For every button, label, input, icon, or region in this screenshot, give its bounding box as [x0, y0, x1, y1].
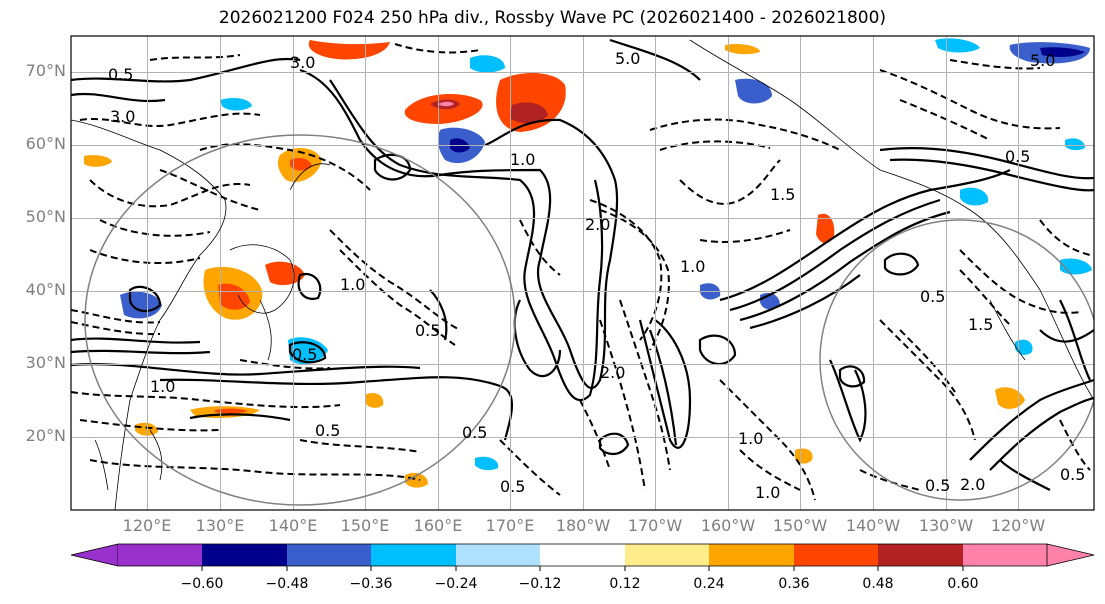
lat-label-20n: 20°N — [25, 426, 66, 445]
contour-label: 2.0 — [585, 215, 610, 234]
colorbar-tick-label: 0.48 — [862, 576, 894, 592]
contour-label: 5.0 — [1030, 51, 1055, 70]
lon-label: 140°W — [845, 516, 901, 535]
lat-label-50n: 50°N — [25, 207, 66, 226]
colorbar-min-arrow — [70, 543, 119, 567]
lon-label: 150°W — [772, 516, 828, 535]
lon-label: 170°W — [627, 516, 683, 535]
lat-label-40n: 40°N — [25, 280, 66, 299]
contour-label: 3.0 — [290, 53, 315, 72]
contour-label: 1.0 — [755, 483, 780, 502]
contour-label: 0.5 — [1060, 465, 1085, 484]
contour-label: 1.5 — [770, 185, 795, 204]
map-title: 2026021200 F024 250 hPa div., Rossby Wav… — [218, 8, 887, 28]
lon-label: 170°E — [485, 516, 535, 535]
colorbar-tick-label: 0.12 — [609, 576, 641, 592]
contour-label: 0.5 — [462, 423, 487, 442]
lon-label: 130°E — [195, 516, 245, 535]
colorbar — [70, 543, 1095, 571]
coastlines — [71, 39, 1094, 510]
contour-label: 0.5 — [415, 321, 440, 340]
lat-label-30n: 30°N — [25, 353, 66, 372]
lon-label: 180°W — [555, 516, 611, 535]
contour-label: 2.0 — [600, 363, 625, 382]
lon-label: 160°E — [413, 516, 463, 535]
contour-label: 1.0 — [680, 257, 705, 276]
contour-label: 1.5 — [968, 315, 993, 334]
contour-label: 0.5 — [292, 345, 317, 364]
lat-label-60n: 60°N — [25, 134, 66, 153]
colorbar-tick-label: −0.60 — [180, 576, 224, 592]
lon-label: 160°W — [700, 516, 756, 535]
contour-label: 0.5 — [920, 287, 945, 306]
colorbar-tick-label: −0.24 — [434, 576, 478, 592]
colorbar-tick-label: 0.60 — [947, 576, 979, 592]
contour-label: 1.0 — [738, 429, 763, 448]
contour-labels: 5.0 5.0 3.0 0.5 1.0 1.5 2.0 0.5 1.0 0.5 … — [108, 49, 1085, 502]
contour-label: 0.5 — [925, 476, 950, 495]
graticule — [71, 36, 1094, 510]
contour-label: 5.0 — [615, 49, 640, 68]
colorbar-tick-label: −0.36 — [349, 576, 393, 592]
map-frame — [70, 35, 1095, 511]
map-content: 5.0 5.0 3.0 0.5 1.0 1.5 2.0 0.5 1.0 0.5 … — [71, 36, 1094, 510]
contour-label: 0.5 — [1005, 147, 1030, 166]
colorbar-tick-label: −0.48 — [265, 576, 309, 592]
lat-label-70n: 70°N — [25, 61, 66, 80]
contour-label: 1.0 — [150, 377, 175, 396]
contour-label: 1.0 — [510, 150, 535, 169]
lon-label: 150°E — [340, 516, 390, 535]
contour-label: 3.0 — [110, 107, 135, 126]
negative-contours — [71, 43, 1091, 501]
colorbar-max-arrow — [1046, 543, 1095, 567]
lon-label: 120°E — [122, 516, 172, 535]
contour-label: 0.5 — [315, 421, 340, 440]
lon-label: 140°E — [268, 516, 318, 535]
contour-label: 1.0 — [340, 275, 365, 294]
colorbar-tick-label: 0.36 — [778, 576, 810, 592]
contour-label: 0.5 — [108, 65, 133, 84]
contour-label: 2.0 — [960, 475, 985, 494]
positive-contours — [71, 38, 1094, 491]
rossby-wave-pc-circles — [84, 134, 1094, 506]
colorbar-tick-label: −0.12 — [518, 576, 562, 592]
lon-label: 130°W — [918, 516, 974, 535]
contour-label: 0.5 — [500, 477, 525, 496]
divergence-shading — [84, 38, 1092, 488]
colorbar-tick-label: 0.24 — [693, 576, 725, 592]
lon-label: 120°W — [990, 516, 1046, 535]
